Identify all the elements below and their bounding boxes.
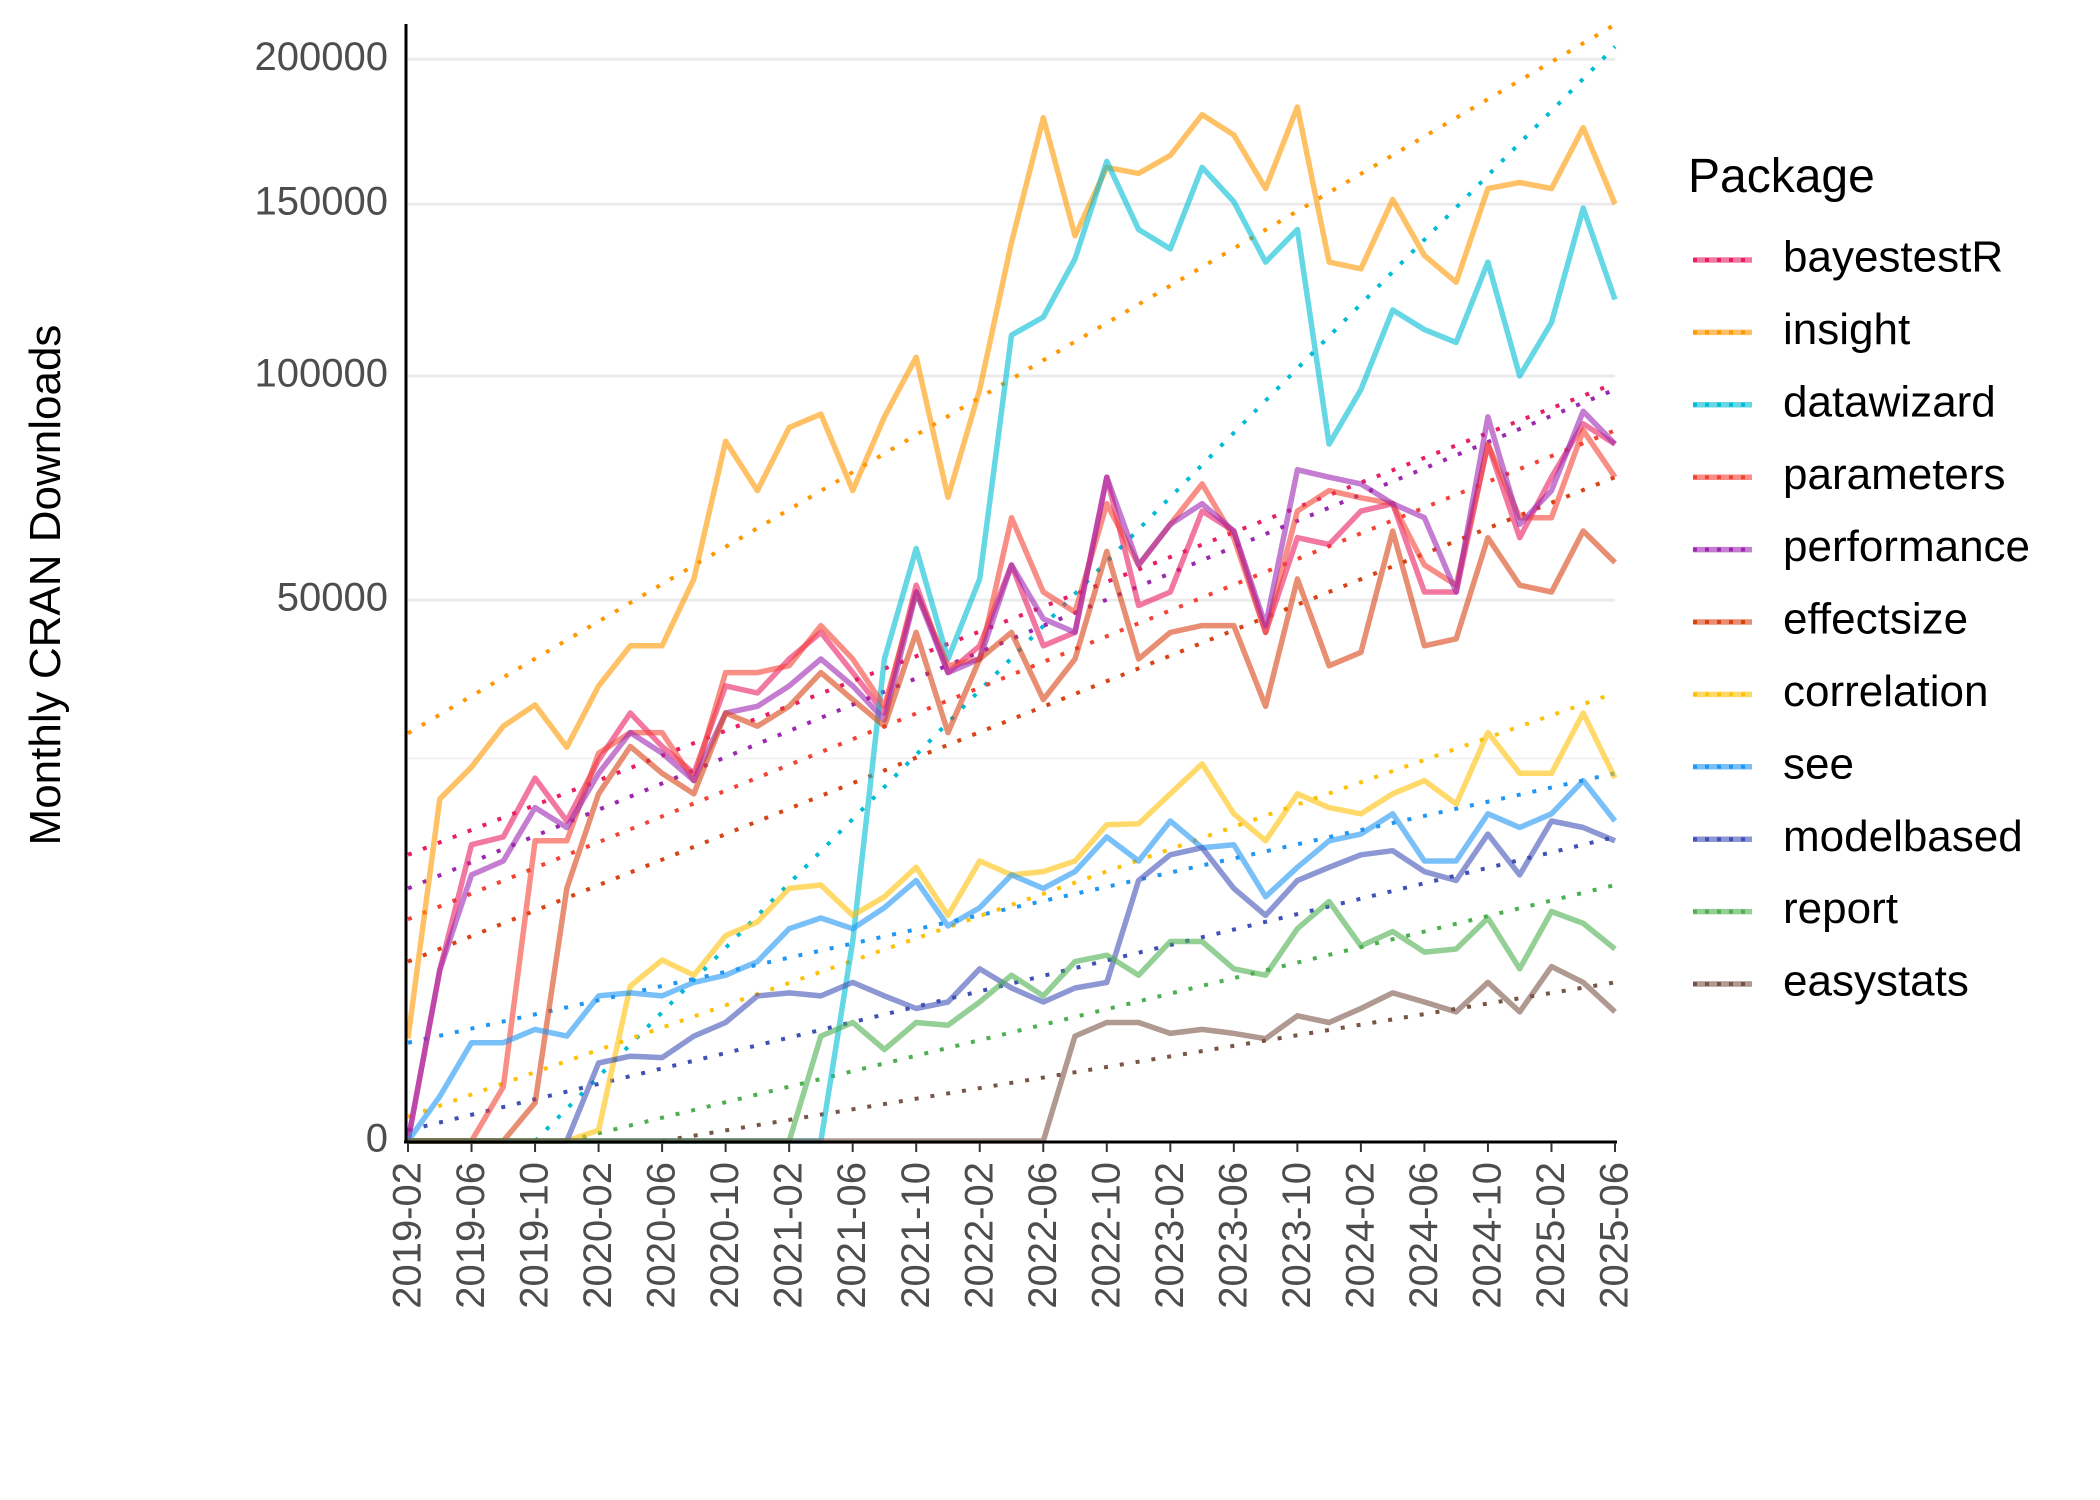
y-axis-title: Monthly CRAN Downloads xyxy=(21,325,70,846)
series-lines xyxy=(405,104,1618,1144)
y-tick-label: 150000 xyxy=(255,180,388,224)
legend-label: easystats xyxy=(1783,957,1969,1006)
x-tick-label: 2023-02 xyxy=(1148,1162,1192,1309)
legend-item-see: see xyxy=(1693,739,1854,788)
legend-label: effectsize xyxy=(1783,595,1968,644)
series-line-datawizard xyxy=(408,158,1618,1144)
legend-label: correlation xyxy=(1783,667,1988,716)
series-line-report xyxy=(408,898,1617,1144)
legend-item-modelbased: modelbased xyxy=(1693,812,2023,861)
trend-line-parameters xyxy=(407,428,1616,922)
legend-label: performance xyxy=(1783,522,2030,571)
trend-line-easystats xyxy=(661,980,1616,1143)
x-tick-label: 2021-06 xyxy=(830,1162,874,1309)
trend-lines xyxy=(406,22,1617,1143)
series-line-insight xyxy=(405,104,1618,1039)
y-axis-ticks: 0 50000 100000 150000 200000 xyxy=(255,35,388,1161)
series-line-effectsize xyxy=(408,528,1617,1144)
x-tick-label: 2020-10 xyxy=(703,1162,747,1309)
series-line-see xyxy=(405,777,1618,1143)
legend-label: parameters xyxy=(1783,450,2006,499)
x-tick-label: 2024-02 xyxy=(1338,1162,1382,1309)
legend-item-parameters: parameters xyxy=(1693,450,2006,499)
y-tick-label: 50000 xyxy=(277,576,388,620)
legend-item-report: report xyxy=(1693,884,1898,933)
legend-label: report xyxy=(1783,884,1898,933)
x-axis-ticks: 2019-02 2019-06 2019-10 2020-02 2020-06 2020-… xyxy=(386,1143,1637,1309)
trend-line-effectsize xyxy=(407,475,1616,964)
x-tick-label: 2019-06 xyxy=(449,1162,493,1309)
series-line-modelbased xyxy=(408,818,1617,1144)
legend-label: bayestestR xyxy=(1783,233,2003,282)
series-line-easystats xyxy=(408,963,1617,1144)
legend-item-performance: performance xyxy=(1693,522,2030,571)
x-tick-label: 2025-02 xyxy=(1529,1162,1573,1309)
gridlines xyxy=(408,57,1615,760)
trend-line-report xyxy=(566,883,1616,1143)
x-tick-label: 2022-10 xyxy=(1084,1162,1128,1309)
y-tick-label: 0 xyxy=(366,1117,388,1161)
trend-line-datawizard xyxy=(533,45,1617,1143)
legend-label: see xyxy=(1783,739,1854,788)
trend-line-insight xyxy=(406,22,1617,736)
x-tick-label: 2020-02 xyxy=(576,1162,620,1309)
legend-item-datawizard: datawizard xyxy=(1693,377,1996,426)
x-tick-label: 2021-02 xyxy=(767,1162,811,1309)
legend-item-effectsize: effectsize xyxy=(1693,595,1968,644)
legend-item-correlation: correlation xyxy=(1693,667,1988,716)
series-line-parameters xyxy=(408,427,1618,1144)
x-tick-label: 2020-06 xyxy=(640,1162,684,1309)
x-tick-label: 2023-06 xyxy=(1211,1162,1255,1309)
legend-item-insight: insight xyxy=(1693,305,1910,354)
series-line-performance xyxy=(405,408,1617,1142)
x-tick-label: 2025-06 xyxy=(1593,1162,1637,1309)
legend-label: datawizard xyxy=(1783,377,1996,426)
legend-title: Package xyxy=(1688,150,1875,203)
x-tick-label: 2019-10 xyxy=(513,1162,557,1309)
legend-item-easystats: easystats xyxy=(1693,957,1969,1006)
x-tick-label: 2024-10 xyxy=(1466,1162,1510,1309)
x-tick-label: 2022-06 xyxy=(1021,1162,1065,1309)
x-tick-label: 2024-06 xyxy=(1402,1162,1446,1309)
legend-label: insight xyxy=(1783,305,1910,354)
x-tick-label: 2019-02 xyxy=(386,1162,430,1309)
y-tick-label: 200000 xyxy=(255,35,388,79)
legend-item-bayestestR: bayestestR xyxy=(1693,233,2003,282)
x-tick-label: 2021-10 xyxy=(894,1162,938,1309)
x-tick-label: 2023-10 xyxy=(1275,1162,1319,1309)
legend: Package bayestestR insight datawizard param… xyxy=(1688,150,2030,1006)
x-tick-label: 2022-02 xyxy=(957,1162,1001,1309)
trend-line-performance xyxy=(407,387,1616,891)
y-tick-label: 100000 xyxy=(255,352,388,396)
trend-line-correlation xyxy=(407,691,1616,1119)
legend-label: modelbased xyxy=(1783,812,2023,861)
